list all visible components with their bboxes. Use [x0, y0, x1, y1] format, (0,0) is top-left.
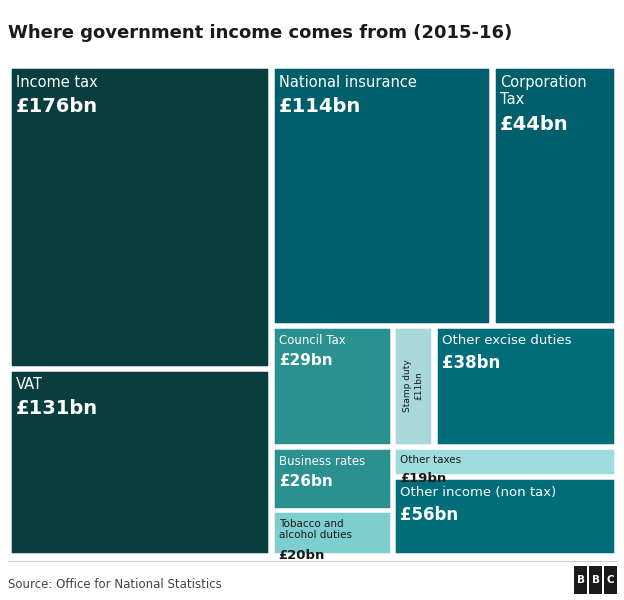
Text: £38bn: £38bn [442, 355, 500, 373]
Text: £19bn: £19bn [401, 472, 447, 485]
Text: Council Tax: Council Tax [279, 334, 346, 347]
Text: B: B [592, 575, 600, 585]
Bar [394, 478, 615, 554]
Text: C: C [607, 575, 615, 585]
Bar [10, 370, 269, 554]
Text: £176bn: £176bn [16, 97, 98, 116]
Bar [394, 448, 615, 475]
Text: £44bn: £44bn [500, 115, 568, 134]
Text: Where government income comes from (2015-16): Where government income comes from (2015… [8, 24, 512, 42]
Text: £26bn: £26bn [279, 474, 333, 489]
Text: £114bn: £114bn [279, 97, 361, 116]
Text: National insurance: National insurance [279, 75, 417, 90]
Text: Tobacco and
alcohol duties: Tobacco and alcohol duties [279, 519, 352, 541]
Text: £29bn: £29bn [279, 353, 333, 368]
Text: Corporation
Tax: Corporation Tax [500, 75, 587, 107]
Text: VAT: VAT [16, 377, 43, 392]
Bar [10, 67, 269, 367]
Text: Other income (non tax): Other income (non tax) [401, 485, 557, 499]
Bar [273, 511, 391, 554]
Text: £56bn: £56bn [401, 506, 459, 524]
Text: Other taxes: Other taxes [401, 455, 462, 465]
Text: Source: Office for National Statistics: Source: Office for National Statistics [8, 578, 222, 590]
Text: £131bn: £131bn [16, 399, 98, 418]
Bar [273, 448, 391, 509]
FancyBboxPatch shape [574, 566, 587, 594]
Text: Income tax: Income tax [16, 75, 98, 90]
Bar [394, 326, 432, 445]
Text: Business rates: Business rates [279, 455, 365, 468]
FancyBboxPatch shape [589, 566, 602, 594]
Text: Other excise duties: Other excise duties [442, 334, 572, 347]
Text: Stamp duty
£11bn: Stamp duty £11bn [403, 359, 423, 412]
Text: B: B [577, 575, 585, 585]
Bar [436, 326, 615, 445]
FancyBboxPatch shape [604, 566, 617, 594]
Bar [494, 67, 615, 324]
Bar [273, 67, 490, 324]
Bar [273, 326, 391, 445]
Text: £20bn: £20bn [279, 549, 325, 562]
